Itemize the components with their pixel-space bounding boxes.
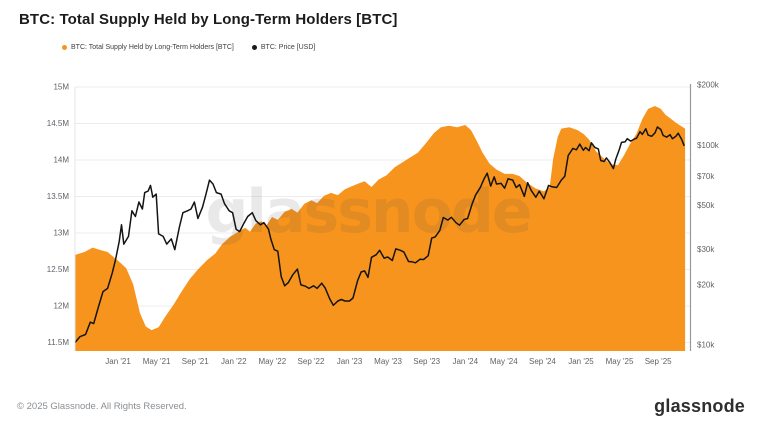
axis-tick-label: Sep '24 <box>529 357 556 366</box>
axis-tick-label: Jan '21 <box>105 357 131 366</box>
axis-tick-label: Jan '25 <box>568 357 594 366</box>
axis-tick-label: Sep '22 <box>298 357 325 366</box>
axis-tick-label: May '25 <box>606 357 634 366</box>
supply-area-series <box>75 106 686 351</box>
axis-tick-label: $200k <box>697 81 720 90</box>
axis-tick-label: 13M <box>53 229 69 238</box>
axis-tick-label: $100k <box>697 141 720 150</box>
legend: BTC: Total Supply Held by Long-Term Hold… <box>62 44 315 51</box>
axis-tick-label: $30k <box>697 245 715 254</box>
axis-tick-label: 14M <box>53 156 69 165</box>
price-series-dot-icon <box>251 45 257 50</box>
supply-series-dot-icon <box>62 45 67 50</box>
footer-copyright: © 2025 Glassnode. All Rights Reserved. <box>17 401 187 412</box>
axis-tick-label: $10k <box>697 340 715 349</box>
axis-tick-label: 13.5M <box>47 192 70 201</box>
price-line-series <box>74 126 685 344</box>
axis-tick-label: 15M <box>53 83 69 92</box>
axis-tick-label: May '22 <box>258 357 286 366</box>
axis-tick-label: May '21 <box>143 357 171 366</box>
axis-tick-label: Jan '23 <box>337 357 363 366</box>
legend-label-supply: BTC: Total Supply Held by Long-Term Hold… <box>71 44 234 51</box>
axis-tick-label: 11.5M <box>47 338 69 347</box>
axis-tick-label: Sep '23 <box>413 357 440 366</box>
axis-tick-label: May '24 <box>490 357 518 366</box>
axis-tick-label: $50k <box>697 201 715 210</box>
axis-tick-label: 12.5M <box>47 265 70 274</box>
axis-tick-label: Jan '22 <box>221 357 247 366</box>
legend-label-price: BTC: Price [USD] <box>260 44 316 51</box>
axis-tick-label: May '23 <box>374 357 402 366</box>
axis-tick-label: Jan '24 <box>452 357 478 366</box>
axis-tick-label: $70k <box>697 172 715 181</box>
axis-tick-label: $20k <box>697 280 715 289</box>
axis-tick-label: 14.5M <box>47 119 70 128</box>
axis-tick-label: Sep '21 <box>182 357 209 366</box>
legend-item-supply[interactable]: BTC: Total Supply Held by Long-Term Hold… <box>62 44 234 51</box>
page-title: BTC: Total Supply Held by Long-Term Hold… <box>19 11 398 28</box>
legend-item-price[interactable]: BTC: Price [USD] <box>251 44 316 51</box>
axis-tick-label: Sep '25 <box>645 357 672 366</box>
axis-tick-label: 12M <box>53 302 69 311</box>
glassnode-logo: glassnode <box>654 396 745 416</box>
glassnode-watermark: glassnode <box>205 177 530 247</box>
